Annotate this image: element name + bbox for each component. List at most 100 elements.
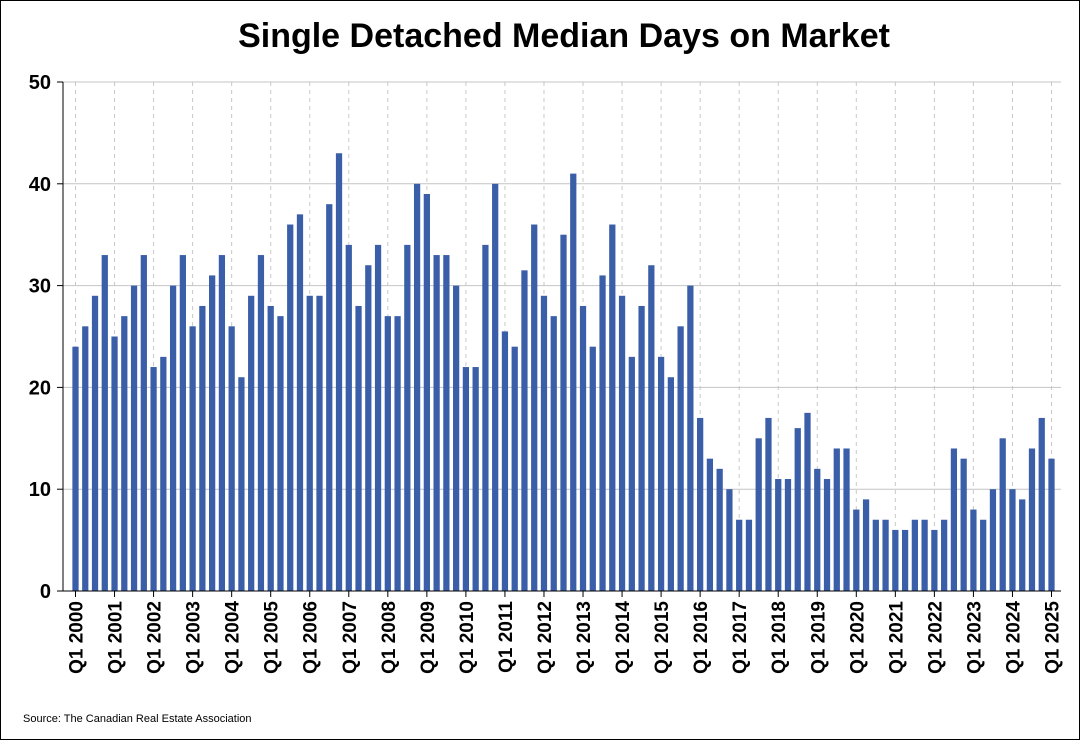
bar xyxy=(853,509,860,591)
bar xyxy=(306,295,313,591)
bar xyxy=(775,479,782,591)
bar xyxy=(570,173,577,591)
x-tick-label: Q1 2007 xyxy=(340,601,361,674)
bar xyxy=(599,275,606,591)
bar xyxy=(950,448,958,591)
y-tick-label: 10 xyxy=(29,479,51,501)
bar xyxy=(199,305,206,591)
x-tick-label: Q1 2014 xyxy=(613,601,634,674)
bar xyxy=(726,489,733,591)
y-tick-label: 20 xyxy=(29,377,51,399)
bar xyxy=(736,519,743,591)
bar xyxy=(755,438,762,591)
bar xyxy=(365,265,372,591)
bar xyxy=(1038,417,1045,591)
bar xyxy=(287,224,294,591)
x-tick-label: Q1 2006 xyxy=(301,601,322,674)
x-tick-label: Q1 2023 xyxy=(964,601,985,674)
bar xyxy=(277,316,284,591)
bar xyxy=(687,285,694,591)
bar xyxy=(921,519,928,591)
bar xyxy=(316,295,323,591)
bar xyxy=(931,529,938,591)
bar xyxy=(423,193,430,592)
bar xyxy=(765,417,772,591)
x-tick-label: Q1 2003 xyxy=(184,601,205,674)
bar xyxy=(628,356,635,591)
bar xyxy=(326,204,333,591)
x-tick-label: Q1 2004 xyxy=(223,601,244,674)
bar xyxy=(101,255,108,591)
bar xyxy=(589,346,596,591)
bar xyxy=(814,468,821,591)
bar xyxy=(989,489,997,591)
bar xyxy=(355,305,362,591)
bar xyxy=(609,224,616,591)
bar xyxy=(111,336,118,591)
bar xyxy=(472,367,479,591)
x-tick-label: Q1 2025 xyxy=(1043,601,1064,674)
bar xyxy=(579,305,587,591)
bar xyxy=(804,412,811,591)
bar xyxy=(833,448,840,591)
bar xyxy=(140,255,147,591)
bar xyxy=(384,316,391,591)
bar xyxy=(1048,458,1055,591)
bar xyxy=(169,285,177,591)
x-tick-label: Q1 2008 xyxy=(379,601,400,674)
bar xyxy=(862,499,870,591)
bar xyxy=(257,255,265,591)
bar xyxy=(433,255,440,591)
bar xyxy=(443,255,450,591)
bar xyxy=(794,428,801,591)
bar xyxy=(1028,448,1036,591)
bar xyxy=(784,479,792,591)
bar xyxy=(892,529,899,591)
bar xyxy=(189,326,196,591)
bar xyxy=(638,305,645,591)
bar xyxy=(228,326,235,591)
bar xyxy=(677,326,684,591)
bar xyxy=(413,183,421,592)
bar xyxy=(618,295,626,591)
bar xyxy=(531,224,538,591)
bar xyxy=(911,519,918,591)
bar xyxy=(941,519,948,591)
bar xyxy=(209,275,216,591)
bar xyxy=(238,377,245,591)
bar xyxy=(648,265,655,591)
bar xyxy=(267,305,274,591)
bar xyxy=(1009,489,1016,591)
bar xyxy=(657,356,665,591)
bar xyxy=(453,285,460,591)
x-tick-label: Q1 2017 xyxy=(730,601,751,674)
bar xyxy=(335,153,343,591)
bar xyxy=(872,519,879,591)
bar xyxy=(1019,499,1026,591)
bar xyxy=(901,529,909,591)
x-tick-label: Q1 2009 xyxy=(418,601,439,674)
bar xyxy=(248,295,255,591)
bar xyxy=(706,458,714,591)
x-tick-label: Q1 2018 xyxy=(769,601,790,674)
bar xyxy=(980,519,987,591)
bar xyxy=(511,346,518,591)
bar xyxy=(521,270,528,591)
bar xyxy=(882,519,889,591)
bar xyxy=(404,244,411,591)
x-tick-label: Q1 2012 xyxy=(535,601,556,674)
bar xyxy=(218,255,226,591)
x-tick-label: Q1 2015 xyxy=(652,601,673,674)
bar xyxy=(130,285,138,591)
x-tick-label: Q1 2013 xyxy=(574,601,595,674)
x-tick-label: Q1 2024 xyxy=(1003,601,1024,674)
bar xyxy=(560,234,567,591)
bar xyxy=(970,509,977,591)
bar xyxy=(121,316,128,591)
bar xyxy=(72,346,79,591)
source-note: Source: The Canadian Real Estate Associa… xyxy=(23,713,252,725)
y-tick-label: 40 xyxy=(29,174,51,196)
x-tick-label: Q1 2019 xyxy=(808,601,829,674)
bar xyxy=(550,316,557,591)
